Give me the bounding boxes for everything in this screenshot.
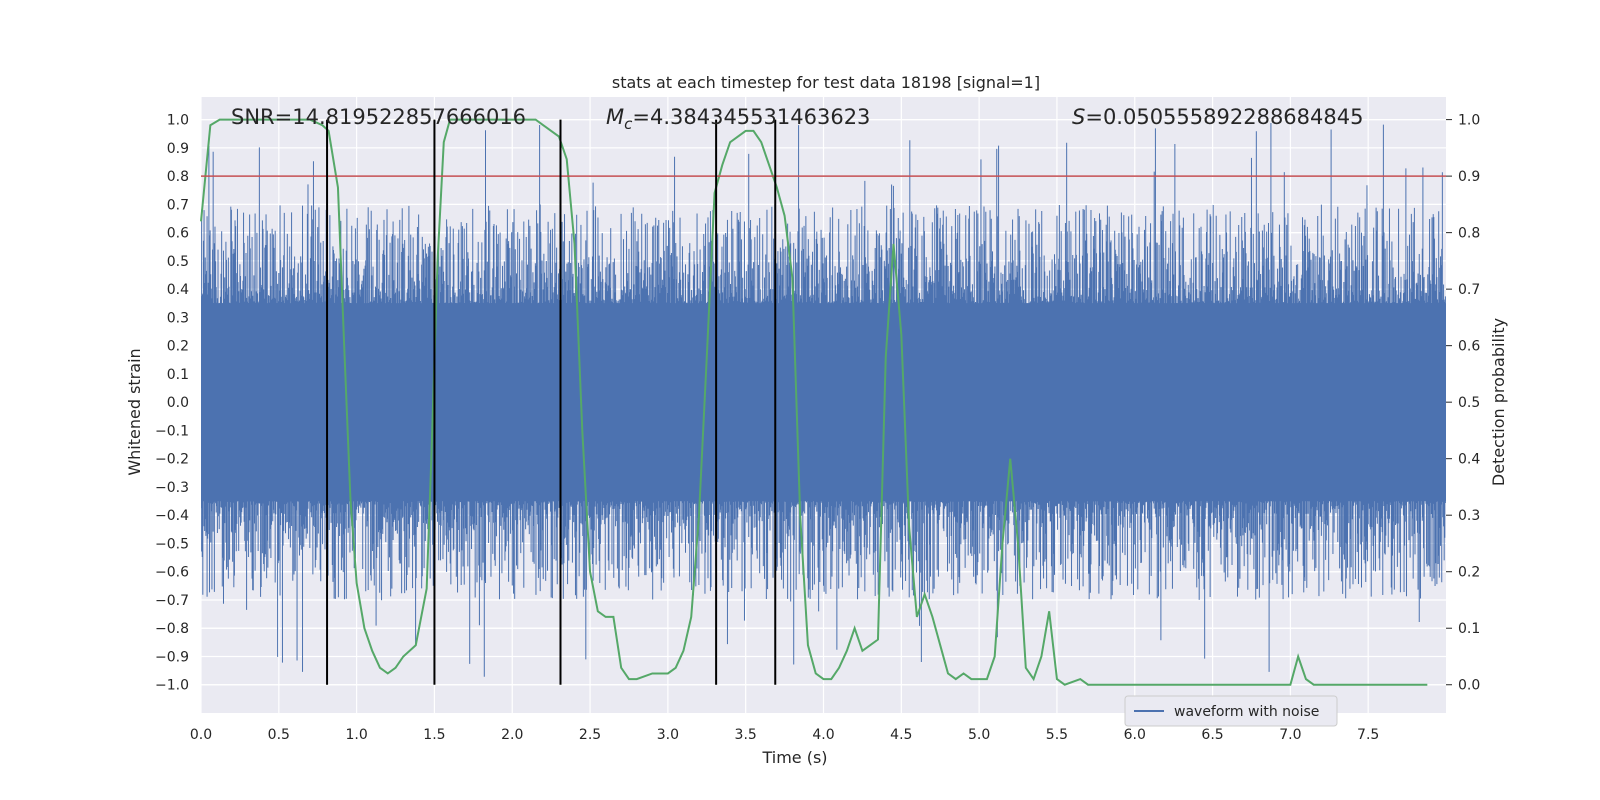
y-right-tick-label: 0.0 [1458,678,1480,694]
x-tick-label: 1.0 [345,727,367,743]
y-left-tick-label: −0.9 [155,649,189,665]
x-tick-label: 2.0 [501,727,523,743]
x-tick-label: 5.5 [1046,727,1068,743]
y-left-tick-label: 0.7 [167,197,189,213]
y-left-tick-label: −1.0 [155,678,189,694]
x-tick-label: 3.0 [657,727,679,743]
legend: waveform with noise [1124,695,1338,727]
y-left-tick-label: 0.0 [167,395,189,411]
y-left-tick-label: 0.6 [167,226,189,242]
y-right-tick-label: 0.2 [1458,565,1480,581]
y-left-tick-label: 0.4 [167,282,189,298]
detection-probability-line [200,118,1428,686]
y-left-tick-label: 0.1 [167,367,189,383]
y-right-tick-label: 1.0 [1458,113,1480,129]
y-left-tick-label: −0.4 [155,508,189,524]
x-tick-label: 5.0 [968,727,990,743]
waveform-trace [201,123,1446,677]
y-left-ticks: 1.0 0.9 0.8 0.7 0.6 0.5 0.4 0.3 0.2 0.1 0.0 −0.1 −0.… [155,113,189,694]
x-tick-label: 0.5 [268,727,290,743]
y-right-tick-label: 0.6 [1458,339,1480,355]
x-tick-label: 7.5 [1357,727,1379,743]
y-right-axis-label: Detection probability [1489,318,1508,486]
snr-annotation: SNR=14.819522857666016 [231,105,526,129]
y-left-tick-label: −0.6 [155,565,189,581]
y-left-tick-label: 0.9 [167,141,189,157]
y-left-tick-label: 0.8 [167,169,189,185]
event-markers [326,119,777,685]
s-value: =0.050555892288684845 [1085,105,1363,129]
x-ticks: 0.0 0.5 1.0 1.5 2.0 2.5 3.0 3.5 4.0 4.5 5.0 5.5 6.0 6… [190,727,1379,743]
y-left-tick-label: −0.8 [155,621,189,637]
x-tick-label: 1.5 [423,727,445,743]
y-left-tick-label: −0.2 [155,452,189,468]
x-tick-label: 3.5 [735,727,757,743]
x-tick-label: 4.5 [890,727,912,743]
chirp-mass-annotation: Mc=4.384345531463623 [606,105,870,133]
y-left-tick-label: 0.3 [167,310,189,326]
y-left-tick-label: −0.5 [155,536,189,552]
x-axis-label: Time (s) [761,748,827,767]
y-right-tick-label: 0.9 [1458,169,1480,185]
y-right-tick-label: 0.1 [1458,621,1480,637]
y-left-tick-label: −0.1 [155,423,189,439]
detection-probability-series [200,118,1428,686]
y-left-tick-label: −0.7 [155,593,189,609]
y-left-tick-label: 0.2 [167,339,189,355]
chart-title: stats at each timestep for test data 181… [612,73,1040,92]
y-right-tick-label: 0.5 [1458,395,1480,411]
y-right-tick-label: 0.3 [1458,508,1480,524]
waveform-series [201,123,1446,677]
legend-box [1124,695,1338,727]
x-tick-label: 6.5 [1201,727,1223,743]
y-right-ticks: 1.0 0.9 0.8 0.7 0.6 0.5 0.4 0.3 0.2 0.1 0.0 [1446,113,1480,694]
y-left-tick-label: −0.3 [155,480,189,496]
chirp-mass-subscript: c [624,115,633,133]
x-tick-label: 2.5 [579,727,601,743]
x-tick-label: 4.0 [812,727,834,743]
y-left-tick-label: 1.0 [167,113,189,129]
x-tick-label: 7.0 [1279,727,1301,743]
legend-label: waveform with noise [1174,704,1319,720]
y-left-axis-label: Whitened strain [125,348,144,475]
chirp-mass-value: =4.384345531463623 [632,105,870,129]
y-right-tick-label: 0.7 [1458,282,1480,298]
s-symbol: S [1072,105,1085,129]
chirp-mass-symbol: M [606,105,624,129]
y-right-tick-label: 0.4 [1458,452,1480,468]
y-left-tick-label: 0.5 [167,254,189,270]
s-annotation: S=0.050555892288684845 [1072,105,1363,129]
y-right-tick-label: 0.8 [1458,226,1480,242]
x-tick-label: 6.0 [1124,727,1146,743]
x-tick-label: 0.0 [190,727,212,743]
